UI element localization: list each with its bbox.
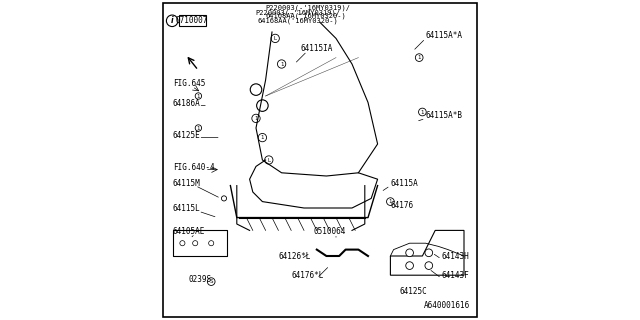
Text: FIG.645: FIG.645 bbox=[173, 79, 205, 88]
Text: 1: 1 bbox=[254, 116, 258, 121]
Text: 1: 1 bbox=[196, 93, 200, 99]
Circle shape bbox=[415, 54, 423, 61]
Circle shape bbox=[258, 133, 267, 142]
Text: 64176*L: 64176*L bbox=[291, 271, 324, 280]
Text: 64143F: 64143F bbox=[442, 271, 469, 280]
Circle shape bbox=[419, 108, 426, 116]
Text: 64115IA: 64115IA bbox=[301, 44, 333, 53]
Text: P220003(-'16MY0319)/: P220003(-'16MY0319)/ bbox=[266, 4, 351, 11]
Polygon shape bbox=[390, 230, 464, 275]
Circle shape bbox=[387, 198, 394, 205]
Circle shape bbox=[257, 100, 268, 111]
Circle shape bbox=[207, 278, 215, 285]
Text: FIG.640-4: FIG.640-4 bbox=[173, 163, 214, 172]
Text: 64143H: 64143H bbox=[442, 252, 469, 261]
Circle shape bbox=[271, 34, 280, 43]
Text: S: S bbox=[209, 279, 213, 284]
Circle shape bbox=[278, 60, 286, 68]
Circle shape bbox=[252, 114, 260, 123]
Text: L: L bbox=[274, 36, 276, 41]
Text: 64115M: 64115M bbox=[173, 179, 200, 188]
Text: 0510064: 0510064 bbox=[314, 227, 346, 236]
Text: A640001616: A640001616 bbox=[424, 301, 470, 310]
Text: 64126*L: 64126*L bbox=[278, 252, 311, 261]
Text: 1: 1 bbox=[196, 125, 200, 131]
Text: 64115A*A: 64115A*A bbox=[426, 31, 463, 40]
Circle shape bbox=[406, 262, 413, 269]
Circle shape bbox=[195, 125, 202, 131]
Circle shape bbox=[221, 196, 227, 201]
Circle shape bbox=[265, 156, 273, 164]
Circle shape bbox=[180, 241, 185, 246]
Text: 0239S: 0239S bbox=[189, 275, 212, 284]
Text: L: L bbox=[268, 157, 270, 163]
Circle shape bbox=[166, 15, 178, 27]
Text: 1: 1 bbox=[280, 61, 284, 67]
Text: 64105AE: 64105AE bbox=[173, 227, 205, 236]
Circle shape bbox=[406, 249, 413, 257]
Text: Q710007: Q710007 bbox=[176, 16, 208, 25]
Text: 1: 1 bbox=[260, 135, 264, 140]
Bar bbox=[179, 15, 206, 26]
Text: 64125C: 64125C bbox=[400, 287, 428, 296]
Text: 1: 1 bbox=[388, 199, 392, 204]
Circle shape bbox=[193, 241, 198, 246]
Text: 1: 1 bbox=[420, 109, 424, 115]
Text: 64176: 64176 bbox=[390, 201, 413, 210]
Polygon shape bbox=[173, 230, 227, 256]
Text: 64115A: 64115A bbox=[390, 179, 418, 188]
Circle shape bbox=[195, 93, 202, 99]
Text: 64115A*B: 64115A*B bbox=[426, 111, 463, 120]
Text: 64115L: 64115L bbox=[173, 204, 200, 213]
Text: 64186A: 64186A bbox=[173, 99, 200, 108]
Circle shape bbox=[425, 262, 433, 269]
Text: 64168AA('16MY0320-): 64168AA('16MY0320-) bbox=[266, 12, 346, 19]
Circle shape bbox=[425, 249, 433, 257]
Text: 64125E: 64125E bbox=[173, 131, 200, 140]
Circle shape bbox=[250, 84, 262, 95]
Text: i: i bbox=[171, 16, 173, 25]
Text: 1: 1 bbox=[417, 55, 421, 60]
Circle shape bbox=[209, 241, 214, 246]
Text: P220003(-'16MY0319)/
64168AA('16MY0320-): P220003(-'16MY0319)/ 64168AA('16MY0320-) bbox=[255, 10, 340, 24]
